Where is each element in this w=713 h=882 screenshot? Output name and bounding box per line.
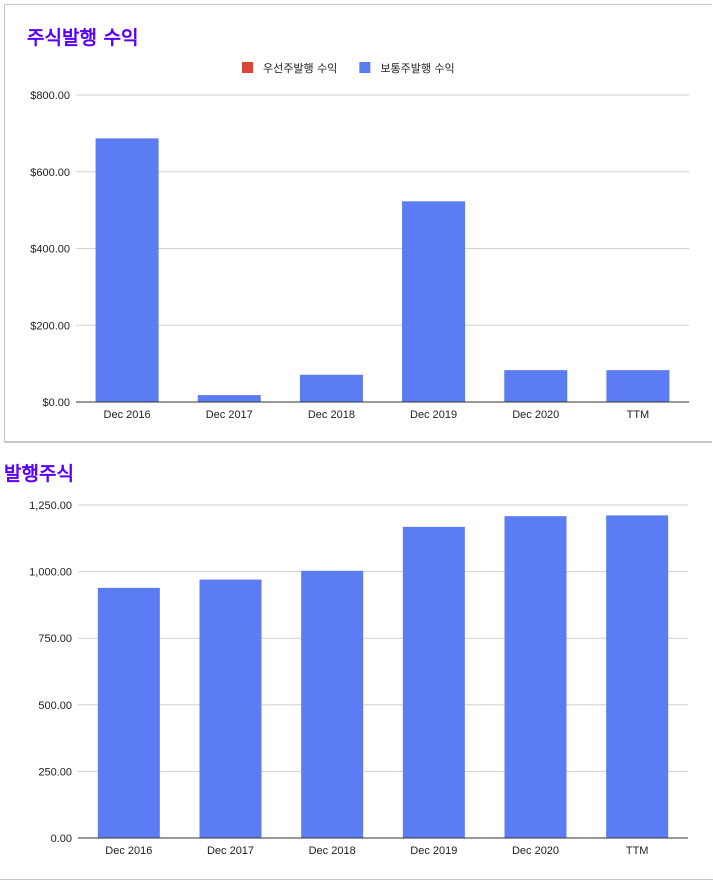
x-tick-label: Dec 2020 bbox=[512, 845, 559, 857]
y-tick-label: 250.00 bbox=[38, 766, 72, 778]
x-tick-label: Dec 2018 bbox=[308, 409, 355, 421]
bottom-divider bbox=[0, 879, 713, 880]
bar[interactable] bbox=[606, 370, 670, 402]
bar[interactable] bbox=[504, 516, 567, 838]
bar-chart-svg: 0.00 250.00 500.00 750.00 1,000.00 1,250.00 De… bbox=[29, 500, 688, 857]
bar[interactable] bbox=[197, 395, 261, 402]
x-tick-label: Dec 2020 bbox=[512, 409, 559, 421]
bar-chart-svg: $0.00 $200.00 $400.00 $600.00 $800.00 Dec 201… bbox=[30, 62, 689, 421]
x-tick-label: TTM bbox=[626, 845, 649, 857]
bar[interactable] bbox=[606, 515, 669, 838]
y-tick-label: 1,250.00 bbox=[29, 500, 72, 512]
chart-panel-stock-issuance-revenue: 주식발행 수익 $0.00 $200.00 $400.00 $600.00 $800.0… bbox=[4, 4, 712, 442]
chart-title: 주식발행 수익 bbox=[27, 27, 139, 49]
x-tick-label: TTM bbox=[627, 409, 650, 421]
y-tick-label: 500.00 bbox=[38, 700, 72, 712]
bar[interactable] bbox=[402, 526, 465, 838]
bar[interactable] bbox=[97, 587, 160, 838]
x-tick-label: Dec 2017 bbox=[207, 845, 254, 857]
y-tick-label: 1,000.00 bbox=[29, 567, 72, 579]
bar[interactable] bbox=[95, 138, 159, 402]
legend-label: 우선주발행 수익 bbox=[263, 62, 337, 75]
legend-label: 보통주발행 수익 bbox=[380, 62, 454, 75]
bar[interactable] bbox=[301, 570, 364, 838]
legend-swatch bbox=[242, 62, 253, 73]
x-tick-label: Dec 2018 bbox=[309, 845, 356, 857]
y-tick-label: $0.00 bbox=[42, 397, 70, 409]
y-tick-label: $200.00 bbox=[30, 320, 70, 332]
y-tick-label: $400.00 bbox=[30, 244, 70, 256]
bar[interactable] bbox=[402, 201, 466, 402]
x-tick-label: Dec 2019 bbox=[410, 845, 457, 857]
bar[interactable] bbox=[299, 374, 363, 402]
bar[interactable] bbox=[199, 579, 262, 838]
bar[interactable] bbox=[504, 370, 568, 402]
chart-title: 발행주식 bbox=[4, 463, 74, 485]
y-tick-label: 0.00 bbox=[51, 833, 72, 845]
chart-panel-shares-issued: 발행주식 0.00 250.00 500.00 750.00 1,000.00 1,250… bbox=[4, 442, 712, 880]
x-tick-label: Dec 2016 bbox=[104, 409, 151, 421]
y-tick-label: 750.00 bbox=[38, 633, 72, 645]
legend-swatch bbox=[359, 62, 371, 73]
x-tick-label: Dec 2017 bbox=[206, 409, 253, 421]
y-tick-label: $800.00 bbox=[30, 90, 70, 102]
y-tick-label: $600.00 bbox=[30, 167, 70, 179]
x-tick-label: Dec 2019 bbox=[410, 409, 457, 421]
x-tick-label: Dec 2016 bbox=[105, 845, 152, 857]
